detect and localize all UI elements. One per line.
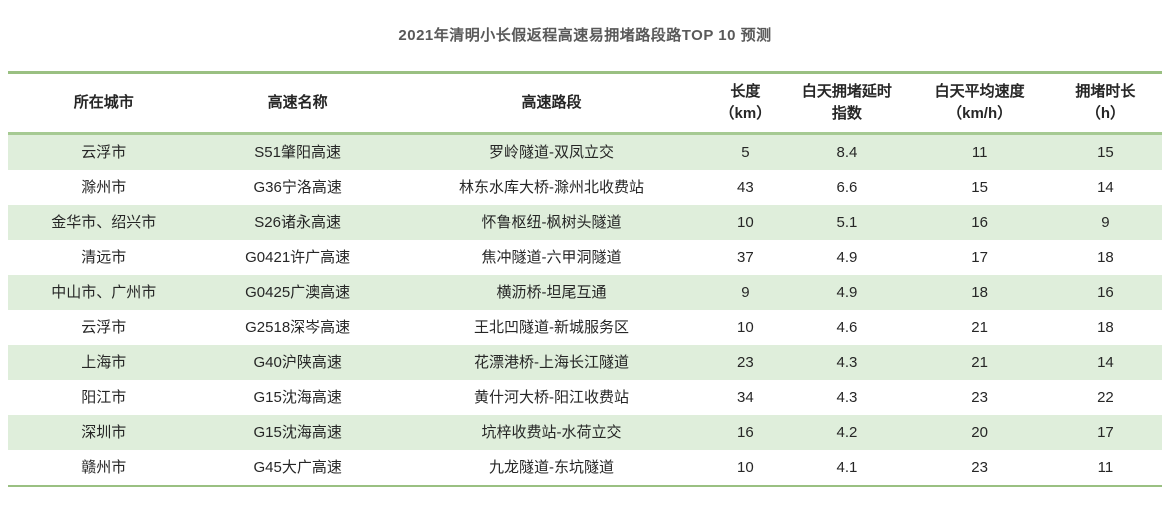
table-cell: 21 [971,353,988,371]
table-cell: S51肇阳高速 [254,143,341,161]
table-cell: 18 [971,283,988,301]
table-cell: 深圳市 [81,423,127,441]
table-cell: 8.4 [836,143,858,161]
table-cell: G45大广高速 [253,458,342,476]
table-cell: 花漂港桥-上海长江隧道 [474,353,630,371]
table-cell: 4.3 [836,353,858,371]
table-cell: 4.1 [836,458,858,476]
table-row: 云浮市 S51肇阳高速 罗岭隧道-双凤立交 5 8.4 11 15 [8,133,1162,170]
table-body: 云浮市 S51肇阳高速 罗岭隧道-双凤立交 5 8.4 11 15 滁州市 G36宁洛高速 林东水… [8,133,1162,486]
table-cell: 4.3 [836,388,858,406]
table-cell: 11 [971,143,988,161]
table-cell: 16 [737,423,754,441]
table-cell: 10 [737,318,754,336]
table-cell: 14 [1097,178,1114,196]
column-header: 白天平均速度 （km/h） [910,72,1049,135]
table-row: 中山市、广州市 G0425广澳高速 横沥桥-坦尾互通 9 4.9 18 16 [8,275,1162,310]
table-cell: 4.9 [836,248,858,266]
table-cell: G0425广澳高速 [245,283,351,301]
table-cell: 18 [1097,318,1114,336]
table-cell: 焦冲隧道-六甲洞隧道 [481,248,622,266]
table-cell: 11 [1097,458,1114,476]
table-cell: 清远市 [81,248,127,266]
table-row: 清远市 G0421许广高速 焦冲隧道-六甲洞隧道 37 4.9 17 18 [8,240,1162,275]
table-cell: 阳江市 [81,388,127,406]
table-cell: 4.2 [836,423,858,441]
table-cell: 中山市、广州市 [51,283,157,301]
table-cell: G2518深岑高速 [245,318,351,336]
table-cell: 横沥桥-坦尾互通 [496,283,607,301]
column-header: 白天拥堵延时 指数 [783,72,911,135]
table-cell: 18 [1097,248,1114,266]
table-row: 深圳市 G15沈海高速 坑梓收费站-水荷立交 16 4.2 20 17 [8,415,1162,450]
table-cell: 15 [971,178,988,196]
table-cell: 17 [1097,423,1114,441]
table-cell: 43 [737,178,754,196]
table-header-row: 所在城市 高速名称 高速路段 长度 （km） 白天拥堵延时 指数 白天平均速度 （km/h… [8,72,1162,135]
table-cell: 林东水库大桥-滁州北收费站 [459,178,645,196]
table-cell: G0421许广高速 [245,248,351,266]
table-cell: 20 [971,423,988,441]
table-cell: 14 [1097,353,1114,371]
table-row: 云浮市 G2518深岑高速 王北凹隧道-新城服务区 10 4.6 21 18 [8,310,1162,345]
table-cell: 22 [1097,388,1114,406]
table-cell: 4.9 [836,283,858,301]
column-header: 所在城市 [8,72,200,135]
table-cell: 6.6 [836,178,858,196]
table-cell: 21 [971,318,988,336]
table-cell: 黄什河大桥-阳江收费站 [474,388,630,406]
table-cell: 4.6 [836,318,858,336]
column-header: 长度 （km） [707,72,784,135]
congestion-table: 所在城市 高速名称 高速路段 长度 （km） 白天拥堵延时 指数 白天平均速度 （km/h… [8,71,1162,487]
table-cell: G15沈海高速 [253,423,342,441]
table-cell: 云浮市 [81,318,127,336]
column-header: 高速名称 [199,72,396,135]
table-cell: 16 [1097,283,1114,301]
table-cell: 5 [741,143,750,161]
table-cell: 23 [737,353,754,371]
table-cell: 37 [737,248,754,266]
table-cell: G15沈海高速 [253,388,342,406]
table-cell: 九龙隧道-东坑隧道 [489,458,615,476]
table-cell: 金华市、绍兴市 [51,213,157,231]
page-title: 2021年清明小长假返程高速易拥堵路段路TOP 10 预测 [398,27,772,44]
table-cell: 17 [971,248,988,266]
table-cell: 10 [737,213,754,231]
table-row: 赣州市 G45大广高速 九龙隧道-东坑隧道 10 4.1 23 11 [8,450,1162,486]
table-cell: 5.1 [836,213,858,231]
table-row: 上海市 G40沪陕高速 花漂港桥-上海长江隧道 23 4.3 21 14 [8,345,1162,380]
table-header: 所在城市 高速名称 高速路段 长度 （km） 白天拥堵延时 指数 白天平均速度 （km/h… [8,72,1162,135]
table-cell: 16 [971,213,988,231]
table-cell: G40沪陕高速 [253,353,342,371]
table-cell: 滁州市 [81,178,127,196]
table-cell: 云浮市 [81,143,127,161]
table-cell: 23 [971,458,988,476]
table-row: 阳江市 G15沈海高速 黄什河大桥-阳江收费站 34 4.3 23 22 [8,380,1162,415]
table-cell: 怀鲁枢纽-枫树头隧道 [481,213,622,231]
table-cell: 赣州市 [81,458,127,476]
table-cell: 10 [737,458,754,476]
table-row: 滁州市 G36宁洛高速 林东水库大桥-滁州北收费站 43 6.6 15 14 [8,170,1162,205]
table-cell: 王北凹隧道-新城服务区 [474,318,630,336]
table-row: 金华市、绍兴市 S26诸永高速 怀鲁枢纽-枫树头隧道 10 5.1 16 9 [8,205,1162,240]
table-cell: 23 [971,388,988,406]
table-cell: 34 [737,388,754,406]
table-cell: S26诸永高速 [254,213,341,231]
column-header: 高速路段 [395,72,708,135]
table-cell: 坑梓收费站-水荷立交 [481,423,622,441]
table-cell: 罗岭隧道-双凤立交 [489,143,615,161]
column-header: 拥堵时长 （h） [1048,72,1162,135]
table-container: 所在城市 高速名称 高速路段 长度 （km） 白天拥堵延时 指数 白天平均速度 （km/h… [8,71,1162,487]
table-cell: 9 [1101,213,1110,231]
table-cell: 上海市 [81,353,127,371]
table-cell: 9 [741,283,750,301]
table-cell: 15 [1097,143,1114,161]
table-cell: G36宁洛高速 [253,178,342,196]
